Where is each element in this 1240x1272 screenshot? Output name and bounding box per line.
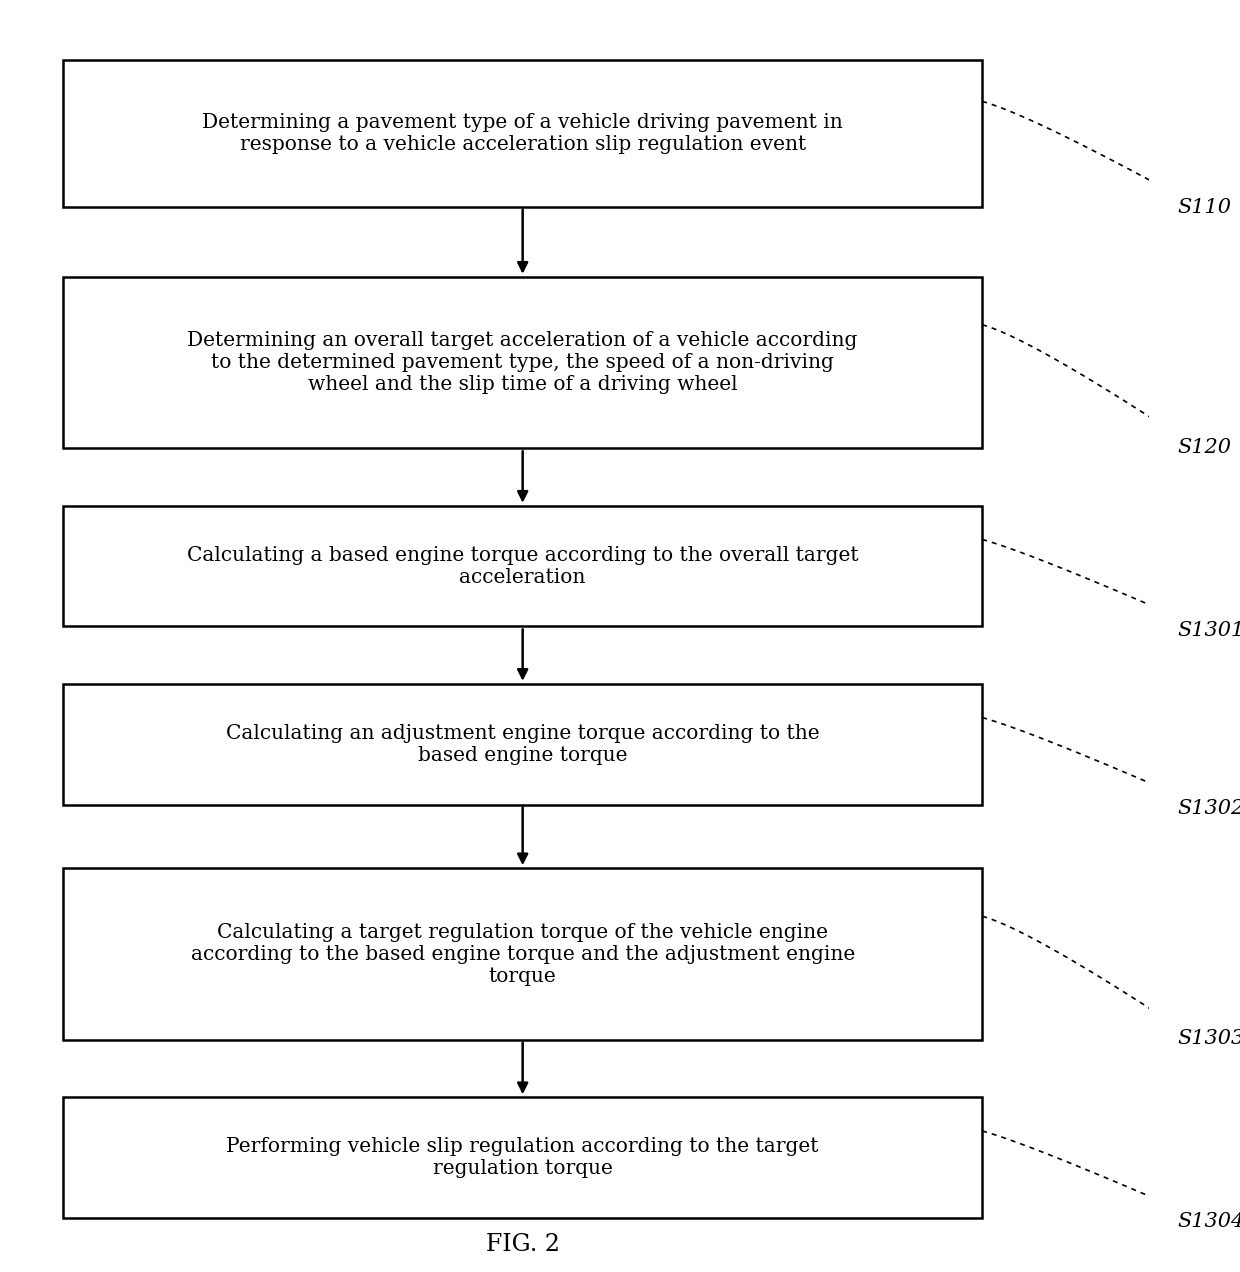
FancyBboxPatch shape (63, 60, 982, 206)
FancyBboxPatch shape (63, 505, 982, 626)
Text: S1302: S1302 (1178, 799, 1240, 818)
FancyBboxPatch shape (63, 683, 982, 805)
Text: Determining a pavement type of a vehicle driving pavement in
response to a vehic: Determining a pavement type of a vehicle… (202, 113, 843, 154)
Text: Calculating a target regulation torque of the vehicle engine
according to the ba: Calculating a target regulation torque o… (191, 922, 854, 986)
Text: FIG. 2: FIG. 2 (486, 1233, 559, 1255)
Text: S110: S110 (1178, 198, 1231, 218)
Text: Calculating an adjustment engine torque according to the
based engine torque: Calculating an adjustment engine torque … (226, 724, 820, 764)
Text: Determining an overall target acceleration of a vehicle according
to the determi: Determining an overall target accelerati… (187, 331, 858, 394)
Text: S1303: S1303 (1178, 1029, 1240, 1048)
FancyBboxPatch shape (63, 868, 982, 1040)
FancyBboxPatch shape (63, 277, 982, 448)
Text: Performing vehicle slip regulation according to the target
regulation torque: Performing vehicle slip regulation accor… (227, 1137, 818, 1178)
Text: Calculating a based engine torque according to the overall target
acceleration: Calculating a based engine torque accord… (187, 546, 858, 586)
FancyBboxPatch shape (63, 1096, 982, 1219)
Text: S1301: S1301 (1178, 621, 1240, 640)
Text: S1304: S1304 (1178, 1212, 1240, 1231)
Text: S120: S120 (1178, 438, 1231, 457)
